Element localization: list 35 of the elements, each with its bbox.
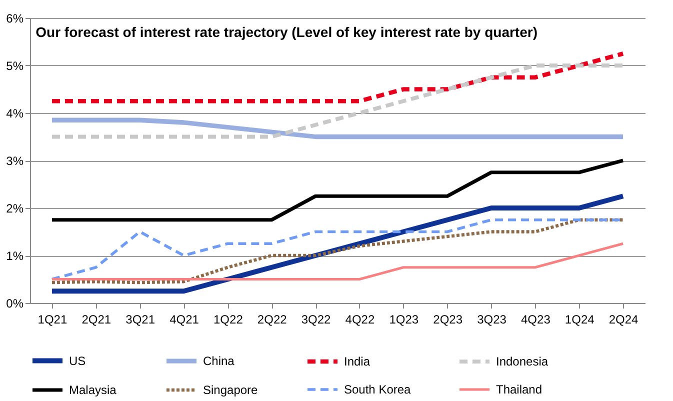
legend-label: India: [344, 354, 370, 368]
legend-label: US: [69, 354, 86, 368]
x-tick-label: 2Q22: [257, 312, 288, 326]
x-tick-label: 1Q22: [214, 312, 244, 326]
y-tick-label: 6%: [6, 12, 24, 26]
legend-label: Malaysia: [69, 383, 117, 397]
x-tick-label: 4Q21: [170, 312, 200, 326]
line-series: [50, 51, 626, 104]
legend-label: Indonesia: [496, 354, 548, 369]
line-series: [50, 158, 625, 222]
legend-label: South Korea: [344, 382, 412, 396]
legend-label: Singapore: [203, 383, 258, 397]
legend-label: China: [203, 354, 235, 368]
line-series: [50, 64, 625, 139]
y-tick-label: 4%: [6, 106, 24, 120]
x-tick-label: 2Q21: [82, 312, 112, 326]
line-series: [50, 242, 624, 280]
y-tick-label: 0%: [6, 296, 24, 310]
x-tick-label: 3Q21: [126, 312, 156, 326]
x-tick-label: 2Q24: [608, 312, 639, 326]
line-series: [50, 118, 626, 140]
legend-label: Thailand: [496, 382, 542, 396]
x-tick-label: 3Q23: [477, 312, 507, 326]
x-tick-label: 1Q21: [38, 312, 68, 326]
chart-title: Our forecast of interest rate trajectory (Level of key interest rate by quarter): [36, 24, 538, 40]
x-tick-label: 2Q23: [433, 312, 463, 326]
x-tick-label: 4Q23: [521, 312, 551, 326]
y-tick-label: 5%: [6, 59, 24, 73]
y-tick-label: 3%: [6, 154, 24, 168]
y-tick-label: 1%: [6, 249, 24, 263]
x-tick-label: 1Q23: [389, 312, 419, 326]
y-tick-label: 2%: [6, 202, 24, 216]
x-tick-label: 3Q22: [301, 312, 332, 326]
x-tick-label: 1Q24: [564, 312, 595, 326]
x-tick-label: 4Q22: [345, 312, 375, 326]
